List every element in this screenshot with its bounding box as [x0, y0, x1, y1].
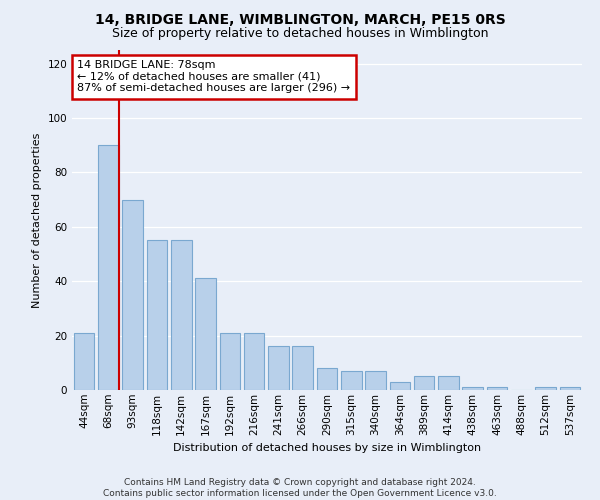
Bar [292, 346, 313, 390]
Bar [195, 278, 216, 390]
Bar [389, 382, 410, 390]
Bar [414, 376, 434, 390]
Bar [365, 371, 386, 390]
Bar [122, 200, 143, 390]
Bar [220, 333, 240, 390]
Bar [463, 388, 483, 390]
Bar [317, 368, 337, 390]
Text: 14 BRIDGE LANE: 78sqm
← 12% of detached houses are smaller (41)
87% of semi-deta: 14 BRIDGE LANE: 78sqm ← 12% of detached … [77, 60, 350, 94]
Bar [341, 371, 362, 390]
Bar [438, 376, 459, 390]
Text: 14, BRIDGE LANE, WIMBLINGTON, MARCH, PE15 0RS: 14, BRIDGE LANE, WIMBLINGTON, MARCH, PE1… [95, 12, 505, 26]
Bar [146, 240, 167, 390]
Bar [244, 333, 265, 390]
Y-axis label: Number of detached properties: Number of detached properties [32, 132, 42, 308]
X-axis label: Distribution of detached houses by size in Wimblington: Distribution of detached houses by size … [173, 443, 481, 453]
Bar [487, 388, 508, 390]
Text: Contains HM Land Registry data © Crown copyright and database right 2024.
Contai: Contains HM Land Registry data © Crown c… [103, 478, 497, 498]
Bar [98, 145, 119, 390]
Bar [535, 388, 556, 390]
Text: Size of property relative to detached houses in Wimblington: Size of property relative to detached ho… [112, 28, 488, 40]
Bar [171, 240, 191, 390]
Bar [74, 333, 94, 390]
Bar [560, 388, 580, 390]
Bar [268, 346, 289, 390]
